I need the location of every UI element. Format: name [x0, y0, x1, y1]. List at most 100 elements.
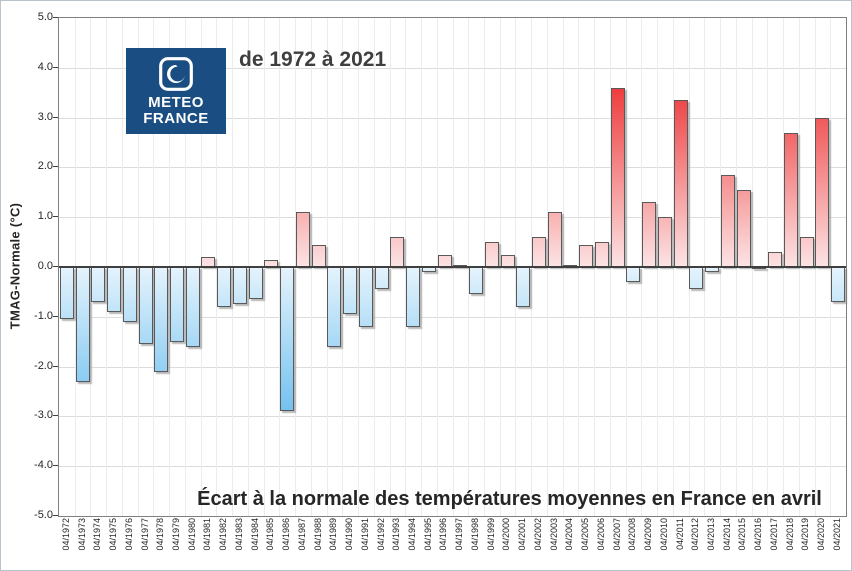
x-tick-cell: 04/1999 — [483, 518, 499, 570]
y-tick-label: 5.0 — [37, 11, 53, 23]
x-tick-cell: 04/2019 — [798, 518, 814, 570]
x-tick-cell: 04/2011 — [672, 518, 688, 570]
x-tick-label: 04/2010 — [658, 518, 669, 551]
x-tick-cell: 04/1984 — [247, 518, 263, 570]
y-tick-mark — [53, 66, 58, 68]
y-tick-label: 2.0 — [37, 160, 53, 173]
x-tick-label: 04/2002 — [532, 518, 543, 551]
x-tick-label: 04/1977 — [139, 518, 150, 551]
bar-2001 — [516, 267, 531, 307]
x-tick-cell: 04/1980 — [184, 518, 200, 570]
x-tick-label: 04/2020 — [816, 518, 827, 551]
x-tick-cell: 04/1989 — [325, 518, 341, 570]
bar-2012 — [689, 267, 704, 290]
x-tick-label: 04/1984 — [249, 518, 260, 551]
y-tick-label: -3.0 — [34, 409, 53, 422]
x-tick-cell: 04/2018 — [782, 518, 798, 570]
x-tick-cell: 04/1995 — [420, 518, 436, 570]
x-tick-cell: 04/1979 — [168, 518, 184, 570]
x-tick-label: 04/1995 — [422, 518, 433, 551]
plot-area: METEO FRANCE de 1972 à 2021 Écart à la n… — [58, 17, 847, 517]
bar-1999 — [484, 242, 499, 267]
x-tick-cell: 04/2016 — [750, 518, 766, 570]
x-tick-label: 04/1982 — [218, 518, 229, 551]
bar-1976 — [122, 267, 137, 322]
y-tick-mark — [53, 515, 58, 516]
x-tick-cell: 04/1985 — [263, 518, 279, 570]
x-tick-label: 04/2006 — [595, 518, 606, 551]
x-tick-label: 04/2008 — [627, 518, 638, 551]
x-tick-label: 04/1981 — [202, 518, 213, 551]
bar-1986 — [280, 267, 295, 412]
x-tick-label: 04/1992 — [375, 518, 386, 551]
x-tick-cell: 04/2014 — [719, 518, 735, 570]
bar-1991 — [358, 267, 373, 327]
bar-2020 — [815, 117, 830, 267]
x-tick-label: 04/2019 — [800, 518, 811, 551]
x-tick-cell: 04/1982 — [215, 518, 231, 570]
bar-1990 — [343, 267, 358, 315]
logo-text-line2: FRANCE — [143, 109, 209, 127]
x-tick-cell: 04/1981 — [200, 518, 216, 570]
x-tick-cell: 04/2017 — [766, 518, 782, 570]
y-tick-label: 0.0 — [37, 260, 53, 272]
y-tick-label: -4.0 — [34, 459, 53, 472]
x-tick-label: 04/2016 — [753, 518, 764, 551]
x-tick-cell: 04/1975 — [105, 518, 121, 570]
x-tick-cell: 04/2007 — [609, 518, 625, 570]
bar-2003 — [547, 212, 562, 267]
x-tick-label: 04/1985 — [265, 518, 276, 551]
bar-2009 — [642, 202, 657, 267]
x-tick-cell: 04/1972 — [58, 518, 74, 570]
bar-1994 — [406, 267, 421, 327]
x-tick-cell: 04/2009 — [640, 518, 656, 570]
x-tick-label: 04/1973 — [76, 518, 87, 551]
x-tick-cell: 04/1994 — [404, 518, 420, 570]
x-tick-label: 04/2012 — [690, 518, 701, 551]
x-tick-cell: 04/1978 — [152, 518, 168, 570]
x-tick-cell: 04/1987 — [294, 518, 310, 570]
y-tick-mark — [53, 315, 58, 317]
x-tick-cell: 04/2012 — [687, 518, 703, 570]
x-tick-cell: 04/2002 — [530, 518, 546, 570]
cyclone-icon — [159, 56, 193, 91]
y-tick-mark — [53, 365, 58, 367]
bar-1974 — [91, 267, 106, 302]
x-tick-label: 04/2007 — [611, 518, 622, 551]
x-tick-cell: 04/2015 — [735, 518, 751, 570]
bar-2017 — [768, 252, 783, 267]
bar-1979 — [169, 267, 184, 342]
x-tick-cell: 04/1988 — [310, 518, 326, 570]
x-tick-label: 04/1980 — [186, 518, 197, 551]
bar-2007 — [610, 87, 625, 267]
y-tick-label: -5.0 — [34, 509, 53, 521]
bar-2005 — [579, 244, 594, 267]
x-tick-label: 04/2021 — [831, 518, 842, 551]
logo-text-line1: METEO — [148, 93, 204, 111]
x-tick-cell: 04/1973 — [74, 518, 90, 570]
y-tick-mark — [53, 166, 58, 168]
x-tick-cell: 04/2000 — [499, 518, 515, 570]
x-tick-cell: 04/1974 — [89, 518, 105, 570]
y-tick-label: 4.0 — [37, 60, 53, 73]
bar-1972 — [59, 267, 74, 320]
x-tick-cell: 04/2020 — [813, 518, 829, 570]
bar-1982 — [217, 267, 232, 307]
bar-1975 — [107, 267, 122, 312]
x-tick-cell: 04/2005 — [577, 518, 593, 570]
x-tick-label: 04/1988 — [312, 518, 323, 551]
bar-1984 — [248, 267, 263, 300]
x-tick-cell: 04/2021 — [829, 518, 845, 570]
x-tick-label: 04/1978 — [155, 518, 166, 551]
x-tick-label: 04/1975 — [108, 518, 119, 551]
bar-1993 — [390, 237, 405, 267]
bar-1973 — [75, 267, 90, 382]
x-tick-cell: 04/1997 — [451, 518, 467, 570]
x-axis-labels: 04/1972 04/1973 04/1974 04/1975 04/1976 04/19… — [58, 518, 845, 570]
x-tick-label: 04/2015 — [737, 518, 748, 551]
bar-1978 — [154, 267, 169, 372]
x-tick-cell: 04/2013 — [703, 518, 719, 570]
x-tick-cell: 04/2001 — [514, 518, 530, 570]
x-tick-cell: 04/1983 — [231, 518, 247, 570]
